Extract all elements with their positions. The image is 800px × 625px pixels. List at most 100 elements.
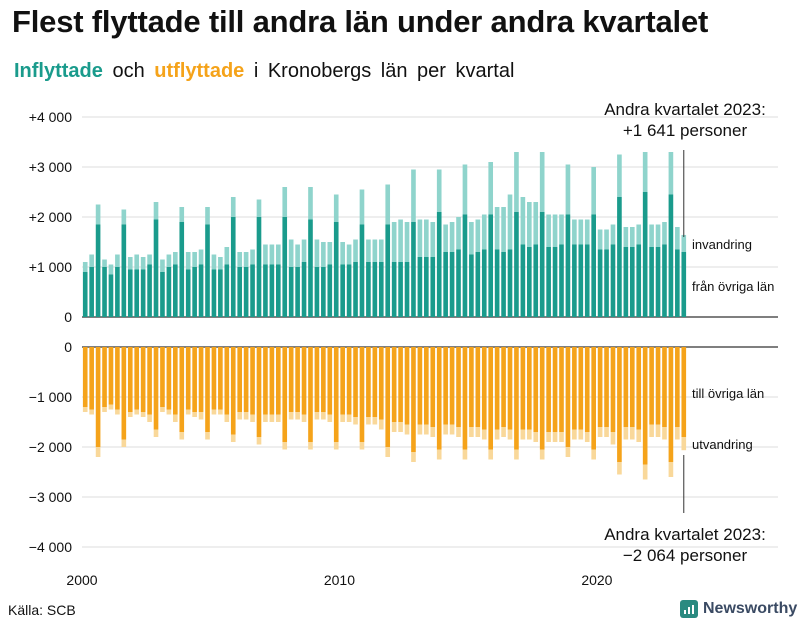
bar-invandring xyxy=(250,249,255,265)
annotation-bottom-line2: −2 064 personer xyxy=(623,546,748,565)
bar-till-ovriga-lan xyxy=(366,347,371,417)
bar-till-ovriga-lan xyxy=(256,347,262,437)
bar-till-ovriga-lan xyxy=(391,347,397,422)
bar-fran-ovriga-lan xyxy=(520,244,526,317)
bar-till-ovriga-lan xyxy=(89,347,94,410)
bar-utvandring xyxy=(140,412,146,417)
bar-fran-ovriga-lan xyxy=(147,264,152,317)
bar-utvandring xyxy=(546,432,551,442)
y-tick-label-bottom: −3 000 xyxy=(29,489,72,505)
bar-invandring xyxy=(443,224,448,252)
bar-invandring xyxy=(321,242,326,267)
bar-utvandring xyxy=(539,449,545,460)
x-tick-label: 2010 xyxy=(324,572,355,588)
bar-fran-ovriga-lan xyxy=(559,244,564,317)
bar-utvandring xyxy=(668,462,674,477)
bar-utvandring xyxy=(102,407,107,412)
bar-till-ovriga-lan xyxy=(378,347,384,420)
bar-utvandring xyxy=(597,427,603,437)
bar-utvandring xyxy=(559,432,564,442)
bar-invandring xyxy=(636,224,642,245)
bar-till-ovriga-lan xyxy=(642,347,648,465)
bar-till-ovriga-lan xyxy=(649,347,654,425)
bar-invandring xyxy=(346,244,352,265)
bar-invandring xyxy=(211,254,217,270)
bar-utvandring xyxy=(108,404,114,410)
bar-invandring xyxy=(301,239,307,262)
bar-till-ovriga-lan xyxy=(469,347,474,427)
bar-fran-ovriga-lan xyxy=(507,249,513,317)
bar-invandring xyxy=(391,222,397,262)
bar-fran-ovriga-lan xyxy=(391,262,397,317)
bar-fran-ovriga-lan xyxy=(546,247,551,317)
bar-invandring xyxy=(288,239,294,267)
source-label: Källa: SCB xyxy=(8,602,76,618)
bar-till-ovriga-lan xyxy=(153,347,159,430)
bar-fran-ovriga-lan xyxy=(160,272,165,317)
bar-fran-ovriga-lan xyxy=(359,224,365,317)
bar-till-ovriga-lan xyxy=(584,347,590,432)
bar-invandring xyxy=(481,214,487,250)
bar-invandring xyxy=(456,217,461,250)
bar-utvandring xyxy=(185,409,191,415)
bar-fran-ovriga-lan xyxy=(102,267,107,317)
chart-title: Flest flyttade till andra län under andr… xyxy=(12,4,709,39)
bar-fran-ovriga-lan xyxy=(198,264,204,317)
bar-invandring xyxy=(378,239,384,262)
bar-till-ovriga-lan xyxy=(443,347,448,425)
bar-invandring xyxy=(623,227,629,247)
bar-till-ovriga-lan xyxy=(269,347,275,415)
subtitle-utflyttade: utflyttade xyxy=(154,60,245,82)
bar-utvandring xyxy=(456,427,461,437)
bar-utvandring xyxy=(430,427,436,437)
bar-fran-ovriga-lan xyxy=(526,247,532,317)
bar-utvandring xyxy=(488,449,494,460)
bar-fran-ovriga-lan xyxy=(417,257,423,317)
bar-utvandring xyxy=(256,437,262,445)
bar-invandring xyxy=(372,239,378,262)
bar-utvandring xyxy=(353,417,358,425)
bar-fran-ovriga-lan xyxy=(662,244,667,317)
bar-invandring xyxy=(359,189,365,225)
bar-till-ovriga-lan xyxy=(314,347,320,412)
bar-till-ovriga-lan xyxy=(353,347,358,417)
bar-invandring xyxy=(166,254,172,267)
bar-invandring xyxy=(501,207,506,252)
subtitle-rest: i Kronobergs län per kvartal xyxy=(253,60,515,82)
bar-till-ovriga-lan xyxy=(147,347,152,415)
bar-utvandring xyxy=(173,414,178,422)
bar-till-ovriga-lan xyxy=(552,347,558,432)
bar-invandring xyxy=(218,257,223,270)
bar-fran-ovriga-lan xyxy=(649,247,654,317)
bar-utvandring xyxy=(321,412,326,420)
bar-utvandring xyxy=(115,409,120,415)
bar-till-ovriga-lan xyxy=(436,347,442,450)
bar-till-ovriga-lan xyxy=(282,347,288,442)
bar-fran-ovriga-lan xyxy=(424,257,429,317)
bar-till-ovriga-lan xyxy=(301,347,307,415)
legend-fran-ovriga-lan: från övriga län xyxy=(692,279,774,294)
bar-invandring xyxy=(559,214,564,245)
bar-utvandring xyxy=(250,414,255,422)
bar-fran-ovriga-lan xyxy=(224,264,230,317)
bar-fran-ovriga-lan xyxy=(411,222,416,317)
bar-fran-ovriga-lan xyxy=(681,252,687,317)
bar-fran-ovriga-lan xyxy=(604,249,609,317)
annotation-top-line1: Andra kvartalet 2023: xyxy=(604,100,766,119)
bar-invandring xyxy=(424,219,429,257)
bar-till-ovriga-lan xyxy=(411,347,416,452)
bar-invandring xyxy=(179,207,185,222)
bar-invandring xyxy=(314,239,320,267)
bar-utvandring xyxy=(681,437,687,451)
bar-utvandring xyxy=(565,447,571,457)
bar-invandring xyxy=(108,264,114,275)
bar-till-ovriga-lan xyxy=(417,347,423,425)
bar-utvandring xyxy=(121,439,127,447)
bar-invandring xyxy=(649,224,654,247)
bar-till-ovriga-lan xyxy=(173,347,178,415)
bar-invandring xyxy=(520,197,526,245)
bar-till-ovriga-lan xyxy=(218,347,223,410)
bar-invandring xyxy=(95,204,101,225)
bar-invandring xyxy=(539,152,545,212)
bar-utvandring xyxy=(372,417,378,425)
